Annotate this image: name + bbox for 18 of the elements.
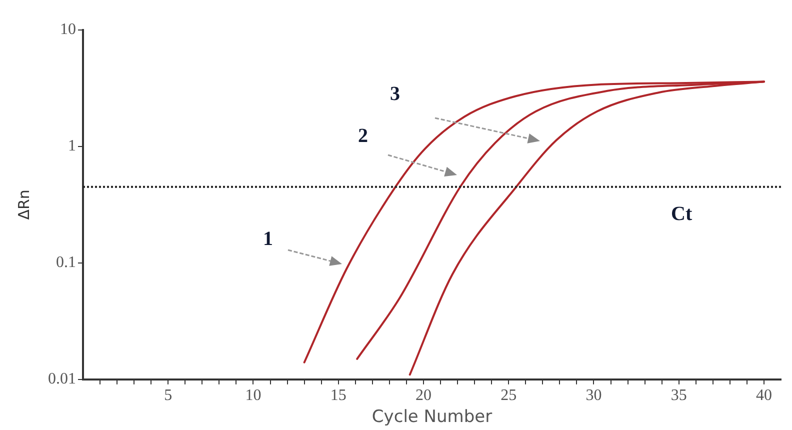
x-tick-label: 5 [164,387,172,404]
x-tick-label: 20 [415,387,432,404]
y-tick-label: 1 [68,138,76,155]
y-tick-label: 0.01 [48,370,76,388]
x-tick-label: 40 [756,387,772,404]
annotation: 3 [390,83,400,105]
y-tick-label: 0.1 [56,254,76,272]
x-tick-label: 15 [330,387,346,404]
x-tick-label: 10 [245,387,262,404]
x-tick-label: 30 [586,387,602,404]
x-tick-label: 25 [500,387,517,404]
x-axis-title: Cycle Number [372,407,492,428]
x-tick-label: 35 [670,387,687,404]
annotation: 1 [263,228,273,250]
y-tick-label: 10 [60,21,76,38]
y-axis-title: ΔRn [14,190,33,220]
annotation: 2 [358,125,368,147]
ref-line-label: Ct [671,203,692,226]
